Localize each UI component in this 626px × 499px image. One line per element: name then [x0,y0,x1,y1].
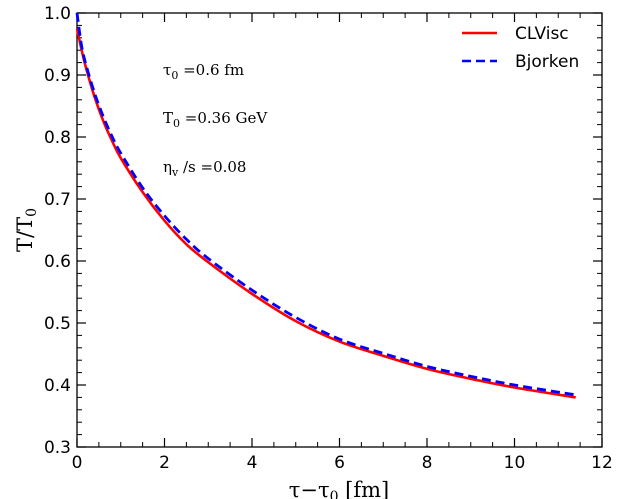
annotation-1: τ0 =0.6 fm [163,61,244,82]
y-tick-label: 0.5 [44,314,71,334]
x-axis-label: τ−τ0 [fm] [289,478,390,499]
series-layer [75,12,576,399]
y-axis-label: T/T0 [13,208,40,252]
x-tick-label: 2 [159,453,170,473]
annotation-3: ηv /s =0.08 [163,158,246,179]
y-tick-label: 0.8 [44,128,71,148]
series-line-bjorken [75,12,576,397]
y-tick-label: 0.9 [44,66,71,86]
y-tick-label: 0.7 [44,190,71,210]
y-tick-label: 0.4 [44,376,71,396]
x-tick-label: 6 [334,453,345,473]
series-line-clvisc [75,28,576,399]
annotations: τ0 =0.6 fm T0 =0.36 GeV ηv /s =0.08 [163,61,268,179]
y-tick-label: 1.0 [44,4,71,24]
y-tick-label: 0.3 [44,438,71,458]
plot-frame [76,12,603,448]
y-tick-label: 0.6 [44,252,71,272]
x-tick-label: 10 [504,453,526,473]
legend-label-bjorken: Bjorken [515,52,579,72]
x-tick-label: 8 [422,453,433,473]
x-tick-label: 4 [247,453,258,473]
annotation-2: T0 =0.36 GeV [163,109,268,130]
x-tick-label: 0 [72,453,83,473]
x-tick-label: 12 [591,453,613,473]
axis-ticks: 0 2 4 6 8 10 12 0.3 0.4 0.5 0.6 0.7 0.8 0.9 1.0 [44,4,613,473]
legend: CLVisc Bjorken [462,24,579,72]
legend-label-clvisc: CLVisc [515,24,569,44]
